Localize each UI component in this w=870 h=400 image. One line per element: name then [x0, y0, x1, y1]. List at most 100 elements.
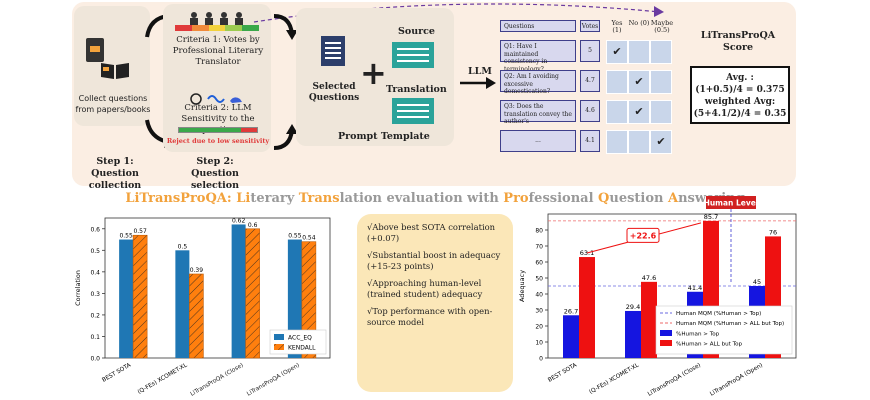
bar-kendall — [132, 234, 148, 359]
y-tick-label: 60 — [535, 260, 543, 267]
dashed-arc-arrow — [253, 3, 664, 23]
annotation-box — [626, 227, 660, 243]
y-tick-label: 70 — [535, 244, 543, 251]
vote-scale — [175, 25, 259, 31]
legend-label: %Human > Top — [676, 332, 720, 338]
banner-part: : — [226, 191, 237, 206]
table-cell — [606, 70, 628, 94]
score-box: Avg. : (1+0.5)/4 = 0.375 weighted Avg: (… — [690, 66, 790, 124]
y-tick-label: 0.5 — [90, 248, 100, 255]
data-label: 76 — [769, 228, 777, 236]
score-avg-formula: (1+0.5)/4 = 0.375 — [695, 85, 785, 95]
legend-box — [655, 305, 793, 355]
source-icon — [392, 42, 434, 68]
score-wavg-label: weighted Avg: — [704, 97, 776, 107]
arrow-right-top — [273, 14, 298, 40]
human-level-label: Human Level — [704, 199, 759, 208]
criteria1-text: Criteria 1: Votes by Professional Litera… — [172, 35, 264, 67]
table-cell — [606, 130, 628, 154]
feature-item: √Above best SOTA correlation (+0.07) — [367, 222, 496, 243]
data-label: 0.62 — [232, 217, 246, 224]
human-level-badge — [706, 196, 756, 209]
table-vote-q2: 4.7 — [580, 70, 600, 92]
table-cell — [628, 40, 650, 64]
legend-swatch — [274, 334, 284, 340]
plus-sign: + — [360, 54, 387, 92]
arrow-right-bottom — [273, 124, 298, 150]
y-axis-label: Correlation — [74, 270, 82, 306]
banner-part: Trans — [298, 191, 340, 206]
adequacy-chart: 0 10 20 30 40 50 60 70 80 Adequacy 26.7 63.1 BEST SO… — [518, 196, 797, 398]
prompt-template-label: Prompt Template — [338, 131, 430, 142]
y-tick-label: 10 — [535, 340, 543, 347]
feature-item: √Approaching human-level (trained studen… — [367, 278, 483, 299]
legend-label: %Human > ALL but Top — [676, 342, 743, 348]
y-tick-label: 0.2 — [90, 312, 100, 319]
y-axis-label: Adequacy — [518, 270, 526, 302]
legend-swatch — [274, 344, 284, 350]
llm-logos-icon — [190, 90, 244, 105]
llm-arrow — [460, 77, 496, 89]
plot-frame — [104, 217, 331, 359]
step2-caption: Step 2: Question selection — [190, 156, 240, 191]
y-tick-label: 50 — [535, 276, 543, 283]
bar-kendall — [245, 228, 260, 359]
data-label: 45 — [753, 278, 761, 286]
header-maybe: Maybe (0.5) — [650, 19, 674, 34]
bar-acc_eq — [175, 250, 190, 358]
data-label: 0.55 — [288, 233, 302, 240]
banner-part: uestion — [609, 191, 669, 206]
feature-item: √Substantial boost in adequacy (+15-23 p… — [367, 250, 501, 271]
y-tick-label: 0 — [539, 356, 543, 363]
banner-part: LiTransProQA — [125, 191, 227, 206]
data-label: 0.54 — [302, 235, 316, 242]
banner-part: fessional — [528, 191, 599, 206]
book-icon — [100, 60, 130, 80]
features-box: √Above best SOTA correlation (+0.07) √Su… — [357, 214, 513, 392]
source-label: Source — [398, 26, 435, 37]
table-cell — [650, 40, 672, 64]
data-label: 0.55 — [119, 233, 133, 240]
data-label: 41.4 — [688, 284, 702, 292]
x-tick-label: (Q-FEs) XCOMET-XL — [137, 362, 189, 396]
table-cell — [650, 70, 672, 94]
check-icon: ✔ — [650, 130, 672, 154]
sensitivity-bar — [178, 127, 258, 133]
banner-part: lation evaluation with — [339, 191, 504, 206]
header-no: No (0) — [628, 19, 650, 27]
bar-all-but-top — [641, 281, 657, 358]
banner-part: Pro — [503, 191, 529, 206]
bar-kendall — [189, 273, 204, 359]
translation-icon — [392, 98, 434, 124]
y-tick-label: 80 — [535, 228, 543, 235]
annotation-label: +22.6 — [630, 231, 657, 240]
data-label: 0.39 — [190, 267, 204, 274]
table-vote-q4: 4.1 — [580, 130, 600, 152]
y-tick-label: 0.3 — [90, 291, 100, 298]
data-label: 47.6 — [642, 274, 656, 282]
correlation-chart: 0.00.10.20.30.40.50.6Correlation0.550.57… — [74, 217, 331, 398]
y-tick-label: 0.6 — [90, 226, 100, 233]
paper-icon — [86, 38, 104, 62]
y-tick-label: 20 — [535, 324, 543, 331]
banner-part: A — [668, 191, 679, 206]
banner-part: terary — [250, 191, 299, 206]
legend-label: Human MQM (%Human > Top) — [676, 311, 761, 317]
header-questions: Questions — [500, 20, 576, 32]
table-row-q2: Q2: Am I avoiding excessive domesticatio… — [500, 70, 576, 95]
banner-part: Q — [598, 191, 610, 206]
legend-label: Human MQM (%Human > ALL but Top) — [676, 321, 784, 327]
bar-acc_eq — [231, 224, 246, 358]
score-avg-label: Avg. : — [726, 73, 754, 83]
y-tick-label: 40 — [535, 292, 543, 299]
score-wavg-formula: (5+4.1/2)/4 = 0.35 — [693, 109, 787, 119]
x-tick-label: LiTransProQA (Open) — [709, 363, 764, 398]
bar-acc_eq — [287, 239, 302, 358]
qa-table: Questions Votes Yes (1) No (0) Maybe (0.… — [500, 20, 676, 154]
data-label: 0.57 — [133, 228, 147, 235]
bar-acc_eq — [119, 239, 134, 358]
feature-item: √Top performance with open-source model — [367, 306, 493, 327]
table-vote-q3: 4.6 — [580, 100, 600, 122]
data-label: 0.6 — [248, 222, 258, 229]
x-tick-label: LiTransProQA (Close) — [190, 363, 245, 398]
